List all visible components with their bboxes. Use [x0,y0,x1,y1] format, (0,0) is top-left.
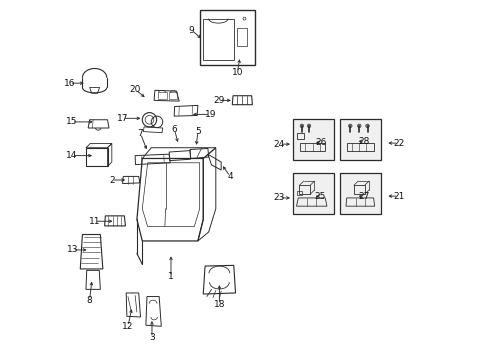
Bar [236,28,247,45]
Text: 4: 4 [227,172,232,181]
Text: 20: 20 [129,85,141,94]
Text: 1: 1 [168,272,174,281]
Text: 5: 5 [195,127,201,136]
Bar [292,173,333,214]
Text: 23: 23 [273,193,285,202]
Text: 25: 25 [313,192,325,201]
Text: 17: 17 [117,114,128,123]
Circle shape [348,124,351,128]
Text: 10: 10 [231,68,243,77]
Bar [169,93,177,99]
Text: 15: 15 [66,117,77,126]
Circle shape [357,124,360,128]
Text: 14: 14 [66,151,77,160]
Text: 3: 3 [149,333,155,342]
Text: 21: 21 [392,192,404,201]
Text: 2: 2 [109,176,114,185]
Text: 9: 9 [188,26,194,35]
Circle shape [365,124,368,128]
Text: 12: 12 [122,322,133,331]
Text: 22: 22 [392,139,404,148]
Text: 16: 16 [63,79,75,88]
Text: 28: 28 [357,137,368,146]
Text: 26: 26 [315,138,326,147]
Bar [339,173,380,214]
Text: 11: 11 [89,217,100,226]
Text: 19: 19 [204,110,216,119]
Text: 24: 24 [273,140,285,149]
Circle shape [300,124,303,128]
Text: 27: 27 [357,192,368,201]
Bar [339,119,380,160]
Text: 6: 6 [171,125,177,134]
Text: 13: 13 [66,246,78,255]
Text: 7: 7 [137,129,143,138]
Text: 29: 29 [213,96,224,105]
Bar [203,19,233,60]
Bar [158,93,166,99]
Bar [199,10,255,65]
Bar [292,119,333,160]
Circle shape [306,124,310,128]
Text: 8: 8 [86,296,92,305]
Text: 18: 18 [213,300,224,309]
